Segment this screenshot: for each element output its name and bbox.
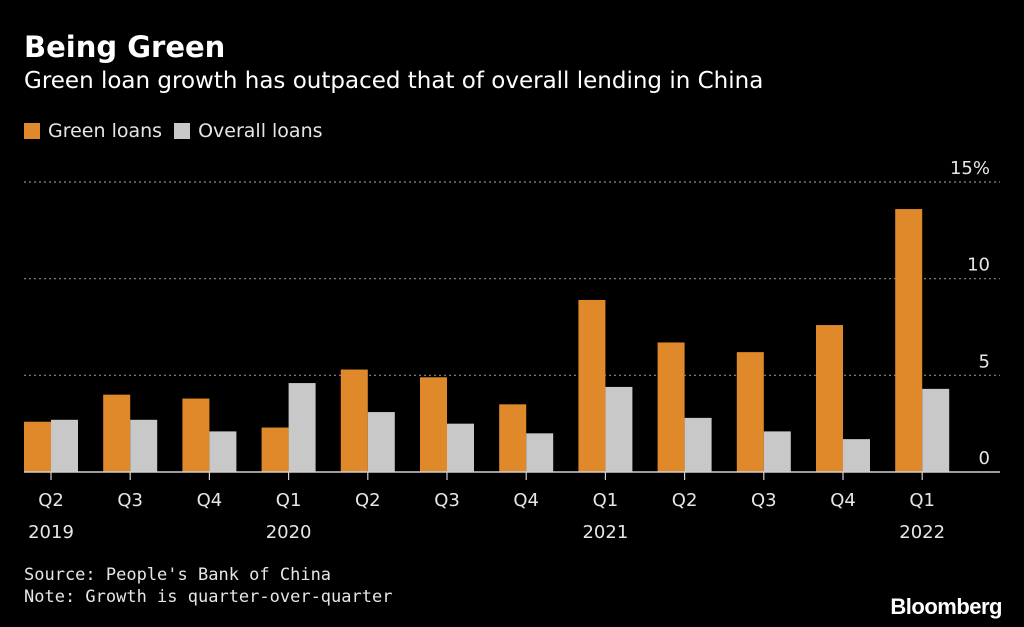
bar-green-loans-2 (182, 398, 210, 472)
bar-overall-loans-6 (526, 433, 554, 472)
legend-item-green-loans: Green loans (24, 120, 162, 142)
bar-green-loans-9 (736, 352, 764, 472)
bar-green-loans-6 (499, 404, 527, 472)
legend: Green loans Overall loans (24, 120, 323, 142)
chart-title: Being Green (24, 30, 226, 64)
bar-green-loans-0 (24, 421, 51, 472)
bar-green-loans-3 (261, 427, 289, 472)
bar-green-loans-7 (578, 299, 606, 472)
bar-overall-loans-5 (447, 423, 474, 472)
x-tick-label-2: Q4 (197, 490, 223, 511)
bloomberg-logo: Bloomberg (890, 594, 1002, 619)
legend-swatch-overall-loans (174, 123, 191, 139)
bar-overall-loans-4 (367, 412, 395, 472)
footer-notes: Source: People's Bank of China Note: Gro… (24, 564, 392, 608)
x-tick-label-5: Q3 (434, 490, 460, 511)
x-tick-label-9: Q3 (751, 490, 777, 511)
x-tick-label-3: Q1 (276, 490, 302, 511)
x-tick-label-11: Q1 (909, 490, 935, 511)
bar-overall-loans-1 (130, 419, 158, 472)
bar-overall-loans-9 (763, 431, 791, 472)
chart-subtitle: Green loan growth has outpaced that of o… (24, 68, 764, 94)
x-tick-label-4: Q2 (355, 490, 381, 511)
bar-green-loans-11 (895, 209, 923, 473)
x-year-label-7: 2021 (582, 522, 628, 543)
bar-overall-loans-2 (209, 431, 237, 472)
x-tick-label-7: Q1 (593, 490, 619, 511)
x-year-label-3: 2020 (266, 522, 312, 543)
x-tick-label-10: Q4 (830, 490, 856, 511)
y-tick-label-10: 10 (967, 255, 990, 276)
x-tick-label-8: Q2 (672, 490, 698, 511)
x-tick-label-0: Q2 (38, 490, 64, 511)
note-text: Note: Growth is quarter-over-quarter (24, 587, 393, 607)
bar-overall-loans-7 (605, 386, 633, 472)
bar-green-loans-8 (657, 342, 685, 472)
source-text: Source: People's Bank of China (24, 565, 332, 585)
bar-green-loans-4 (340, 369, 368, 472)
bar-overall-loans-8 (684, 417, 712, 472)
x-tick-label-6: Q4 (513, 490, 539, 511)
x-year-label-0: 2019 (28, 522, 74, 543)
bar-overall-loans-3 (288, 383, 316, 472)
bar-green-loans-10 (816, 325, 843, 472)
x-tick-label-1: Q3 (117, 490, 143, 511)
legend-item-overall-loans: Overall loans (174, 120, 323, 142)
bar-overall-loans-0 (51, 419, 78, 472)
y-tick-label-15: 15% (950, 158, 990, 179)
legend-label-overall-loans: Overall loans (198, 120, 323, 142)
y-tick-label-5: 5 (979, 351, 990, 372)
bar-green-loans-5 (420, 377, 447, 472)
legend-swatch-green-loans (24, 123, 40, 139)
bar-overall-loans-11 (922, 388, 950, 472)
legend-label-green-loans: Green loans (48, 120, 163, 142)
y-tick-label-0: 0 (979, 448, 990, 469)
x-year-label-11: 2022 (899, 522, 945, 543)
bar-overall-loans-10 (843, 439, 870, 472)
bar-green-loans-1 (103, 394, 131, 472)
